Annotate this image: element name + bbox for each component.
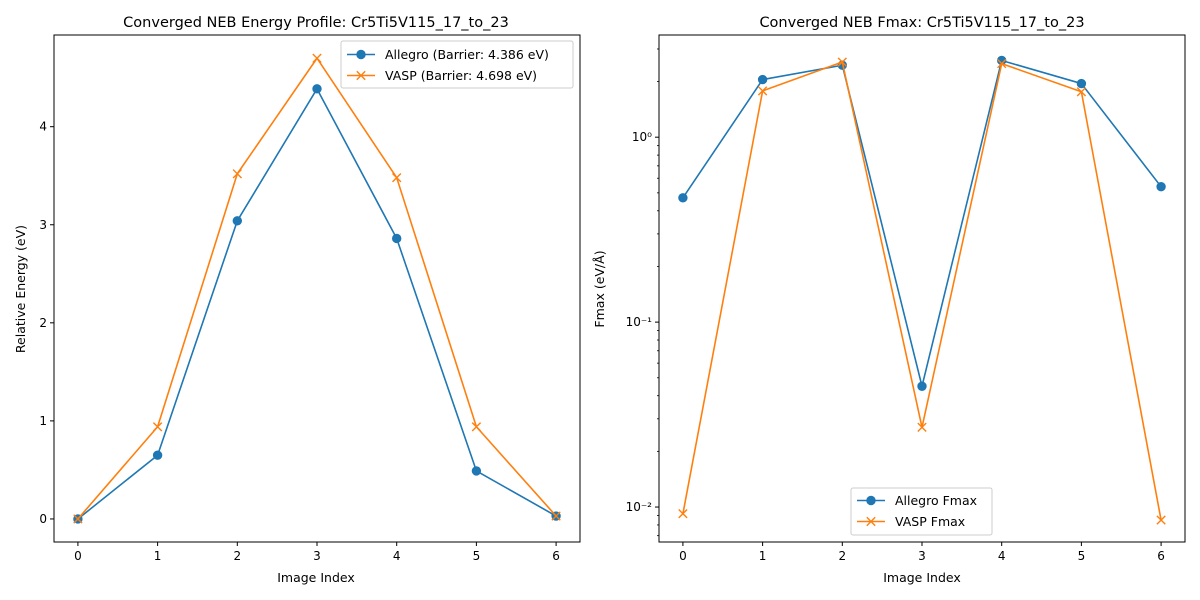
fmax-legend-key-allegro	[857, 495, 885, 506]
fmax-x-axis-label: Image Index	[883, 570, 961, 585]
energy-x-tick-label-1: 1	[154, 549, 162, 563]
fmax-x-tick-label-2: 2	[838, 549, 846, 563]
energy-plot-area	[73, 53, 561, 524]
fmax-x-tick-label-5: 5	[1078, 549, 1086, 563]
fmax-legend-marker-allegro	[866, 495, 876, 506]
fmax-legend: Allegro Fmax VASP Fmax	[850, 487, 993, 536]
energy-point-allegro-5	[471, 466, 482, 476]
energy-legend-label-allegro: Allegro (Barrier: 4.386 eV)	[385, 47, 549, 62]
energy-chart-title: Converged NEB Energy Profile: Cr5Ti5V115…	[123, 15, 509, 31]
energy-point-allegro-4	[391, 233, 402, 244]
energy-point-allegro-3	[312, 84, 322, 94]
fmax-x-tick-label-0: 0	[679, 549, 687, 563]
energy-x-tick-label-0: 0	[74, 549, 82, 563]
energy-legend-label-vasp: VASP (Barrier: 4.698 eV)	[385, 68, 537, 83]
fmax-point-vasp-1	[757, 86, 768, 96]
energy-point-vasp-3	[312, 53, 322, 63]
energy-x-tick-label-6: 6	[552, 549, 560, 563]
energy-legend-key-allegro	[347, 49, 375, 60]
energy-y-tick-label-4: 4	[39, 120, 47, 134]
energy-y-tick-label-3: 3	[39, 218, 47, 232]
fmax-point-vasp-4	[997, 58, 1007, 69]
fmax-point-allegro-0	[678, 193, 688, 203]
energy-point-vasp-1	[152, 422, 163, 432]
energy-point-vasp-6	[551, 511, 561, 521]
fmax-point-allegro-5	[1076, 78, 1087, 89]
fmax-y-tick-label-2: 10⁰	[632, 130, 652, 144]
fmax-x-tick-label-6: 6	[1157, 549, 1165, 563]
energy-point-vasp-4	[392, 172, 402, 183]
fmax-chart-title: Converged NEB Fmax: Cr5Ti5V115_17_to_23	[759, 15, 1084, 31]
energy-profile-chart: Converged NEB Energy Profile: Cr5Ti5V115…	[13, 15, 581, 585]
fmax-legend-box	[850, 487, 993, 536]
fmax-axis-ticks: 0 1 2 3 4 5 6 10⁻² 10⁻¹ 10⁰	[626, 34, 1186, 563]
fmax-point-vasp-2	[837, 57, 847, 67]
fmax-x-tick-label-1: 1	[759, 549, 767, 563]
fmax-y-tick-label-1: 10⁻¹	[626, 315, 653, 329]
fmax-point-vasp-0	[678, 509, 688, 519]
fmax-plot-area	[678, 55, 1166, 525]
energy-legend-box	[340, 40, 574, 89]
energy-legend-key-vasp	[347, 70, 375, 81]
fmax-point-vasp-5	[1076, 87, 1087, 97]
energy-legend-marker-vasp	[356, 70, 366, 81]
energy-point-allegro-1	[152, 450, 163, 460]
energy-legend-marker-allegro	[356, 49, 366, 60]
energy-y-tick-label-0: 0	[39, 512, 47, 526]
fmax-point-allegro-1	[757, 74, 768, 85]
energy-legend: Allegro (Barrier: 4.386 eV) VASP (Barrie…	[340, 40, 574, 89]
energy-y-tick-label-1: 1	[39, 414, 47, 428]
fmax-legend-label-allegro: Allegro Fmax	[895, 493, 977, 508]
fmax-point-allegro-6	[1156, 181, 1166, 192]
energy-x-axis-label: Image Index	[277, 570, 355, 585]
energy-axis-ticks: 0 1 2 3 4 5 6 0 1 2 3 4	[39, 34, 581, 563]
fmax-chart: Converged NEB Fmax: Cr5Ti5V115_17_to_23 …	[592, 15, 1186, 585]
fmax-point-vasp-6	[1156, 515, 1166, 525]
fmax-x-tick-label-4: 4	[998, 549, 1006, 563]
fmax-point-vasp-3	[917, 422, 927, 432]
energy-y-axis-label: Relative Energy (eV)	[13, 225, 28, 353]
energy-y-tick-label-2: 2	[39, 316, 47, 330]
energy-point-allegro-2	[232, 216, 243, 226]
energy-x-tick-label-3: 3	[313, 549, 321, 563]
energy-point-vasp-5	[471, 422, 482, 432]
energy-x-tick-label-2: 2	[233, 549, 241, 563]
fmax-legend-marker-vasp	[866, 516, 876, 527]
fmax-x-tick-label-3: 3	[918, 549, 926, 563]
fmax-y-axis-label: Fmax (eV/Å)	[592, 250, 607, 327]
fmax-point-allegro-3	[917, 381, 927, 391]
fmax-y-tick-label-0: 10⁻²	[626, 500, 653, 514]
fmax-legend-key-vasp	[857, 516, 885, 527]
energy-x-tick-label-5: 5	[473, 549, 481, 563]
energy-x-tick-label-4: 4	[393, 549, 401, 563]
energy-point-vasp-0	[73, 514, 83, 524]
energy-point-vasp-2	[232, 169, 242, 179]
fmax-legend-label-vasp: VASP Fmax	[895, 514, 965, 529]
